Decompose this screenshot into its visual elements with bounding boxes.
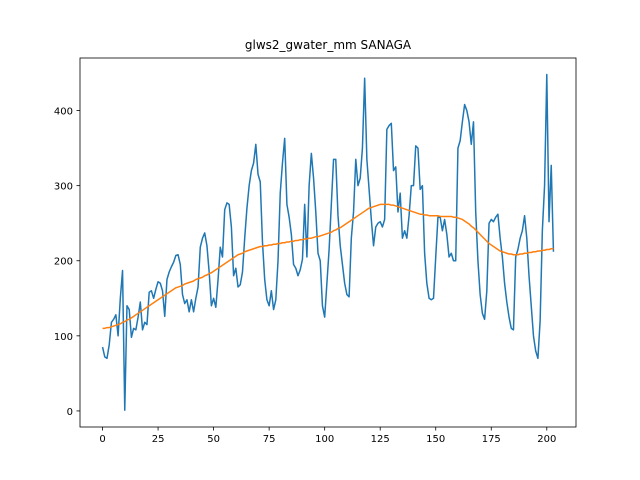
y-tick-label: 300 bbox=[54, 182, 73, 193]
x-tick-label: 50 bbox=[207, 434, 220, 445]
x-tick-label: 200 bbox=[537, 434, 556, 445]
axes-frame bbox=[79, 57, 577, 428]
data-line bbox=[101, 73, 555, 411]
data-line bbox=[102, 203, 554, 330]
x-tick-label: 25 bbox=[152, 434, 165, 445]
x-tick-label: 75 bbox=[263, 434, 276, 445]
chart-title: glws2_gwater_mm SANAGA bbox=[245, 38, 412, 52]
y-tick-label: 200 bbox=[54, 257, 73, 268]
x-tick-label: 100 bbox=[315, 434, 334, 445]
x-tick-label: 175 bbox=[482, 434, 501, 445]
x-tick-label: 0 bbox=[99, 434, 105, 445]
y-tick-label: 100 bbox=[54, 332, 73, 343]
x-tick-label: 150 bbox=[426, 434, 445, 445]
y-tick-label: 400 bbox=[54, 107, 73, 118]
y-tick-label: 0 bbox=[67, 407, 73, 418]
x-tick-label: 125 bbox=[371, 434, 390, 445]
plot-area bbox=[101, 73, 555, 411]
